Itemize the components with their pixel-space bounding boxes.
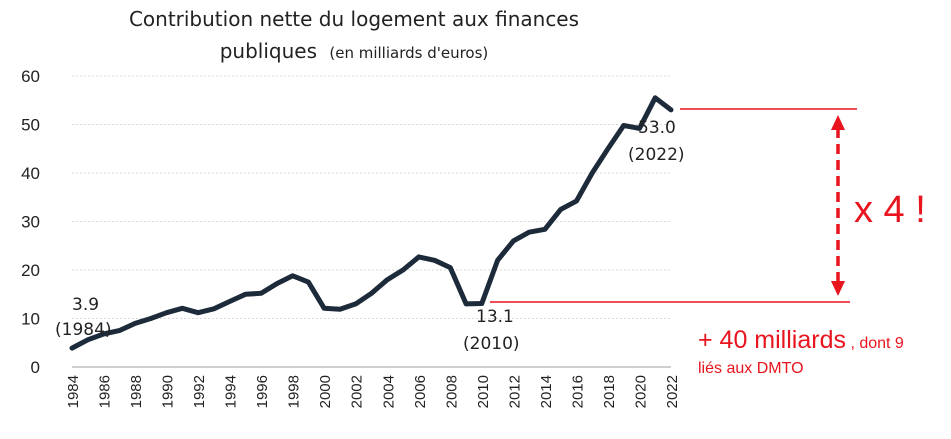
x-tick-label: 1988 — [128, 375, 145, 408]
start-value-label: 3.9 — [72, 295, 99, 315]
x-tick-label: 1998 — [286, 375, 303, 408]
increase-line2: liés aux DMTO — [698, 360, 804, 377]
x-tick-label: 2002 — [349, 375, 366, 408]
low-year-label: (2010) — [463, 334, 520, 354]
end-year-label: (2022) — [628, 145, 685, 165]
chart-title-line2: publiques (en milliards d'euros) — [220, 39, 489, 63]
increase-main: + 40 milliards — [698, 326, 846, 354]
start-year-label: (1984) — [55, 320, 112, 340]
x-tick-label: 1990 — [160, 375, 177, 408]
x-axis-ticks: 1984 1986 1988 1990 1992 1994 1996 1998 2000 2002… — [65, 375, 681, 408]
x-tick-label: 2018 — [601, 375, 618, 408]
y-tick-label: 60 — [21, 67, 40, 86]
y-tick-label: 0 — [31, 358, 40, 377]
series-line — [69, 95, 674, 351]
x-tick-label: 1986 — [97, 375, 114, 408]
increase-arrow — [831, 115, 845, 296]
x-tick-label: 2016 — [569, 375, 586, 408]
x-tick-label: 2014 — [538, 375, 555, 408]
multiplier-label: x 4 ! — [854, 189, 926, 231]
end-value-label: 53.0 — [638, 118, 676, 138]
y-axis-ticks: 0 10 20 30 40 50 60 — [21, 67, 40, 377]
series-layer — [69, 95, 674, 351]
x-tick-label: 2000 — [317, 375, 334, 408]
increase-label: + 40 milliards , dont 9 — [698, 326, 904, 354]
y-tick-label: 20 — [21, 261, 40, 280]
increase-suffix: , dont 9 — [850, 335, 903, 352]
arrow-head-down — [831, 281, 845, 296]
y-tick-label: 30 — [21, 213, 40, 232]
x-tick-label: 2008 — [443, 375, 460, 408]
x-tick-label: 1994 — [223, 375, 240, 408]
low-value-label: 13.1 — [476, 307, 514, 327]
y-tick-label: 10 — [21, 310, 40, 329]
x-tick-label: 2010 — [475, 375, 492, 408]
x-tick-label: 2022 — [664, 375, 681, 408]
x-tick-label: 1992 — [191, 375, 208, 408]
x-tick-label: 2004 — [380, 375, 397, 408]
chart-title-publiques: publiques — [220, 39, 317, 63]
x-tick-label: 2012 — [506, 375, 523, 408]
x-tick-label: 1996 — [254, 375, 271, 408]
x-tick-label: 2006 — [412, 375, 429, 408]
chart-title-line1: Contribution nette du logement aux finan… — [129, 7, 579, 31]
chart-title-unit: (en milliards d'euros) — [329, 44, 488, 62]
x-tick-label: 2020 — [632, 375, 649, 408]
arrow-head-up — [831, 115, 845, 130]
y-tick-label: 40 — [21, 164, 40, 183]
x-tick-label: 1984 — [65, 375, 82, 408]
y-tick-label: 50 — [21, 116, 40, 135]
